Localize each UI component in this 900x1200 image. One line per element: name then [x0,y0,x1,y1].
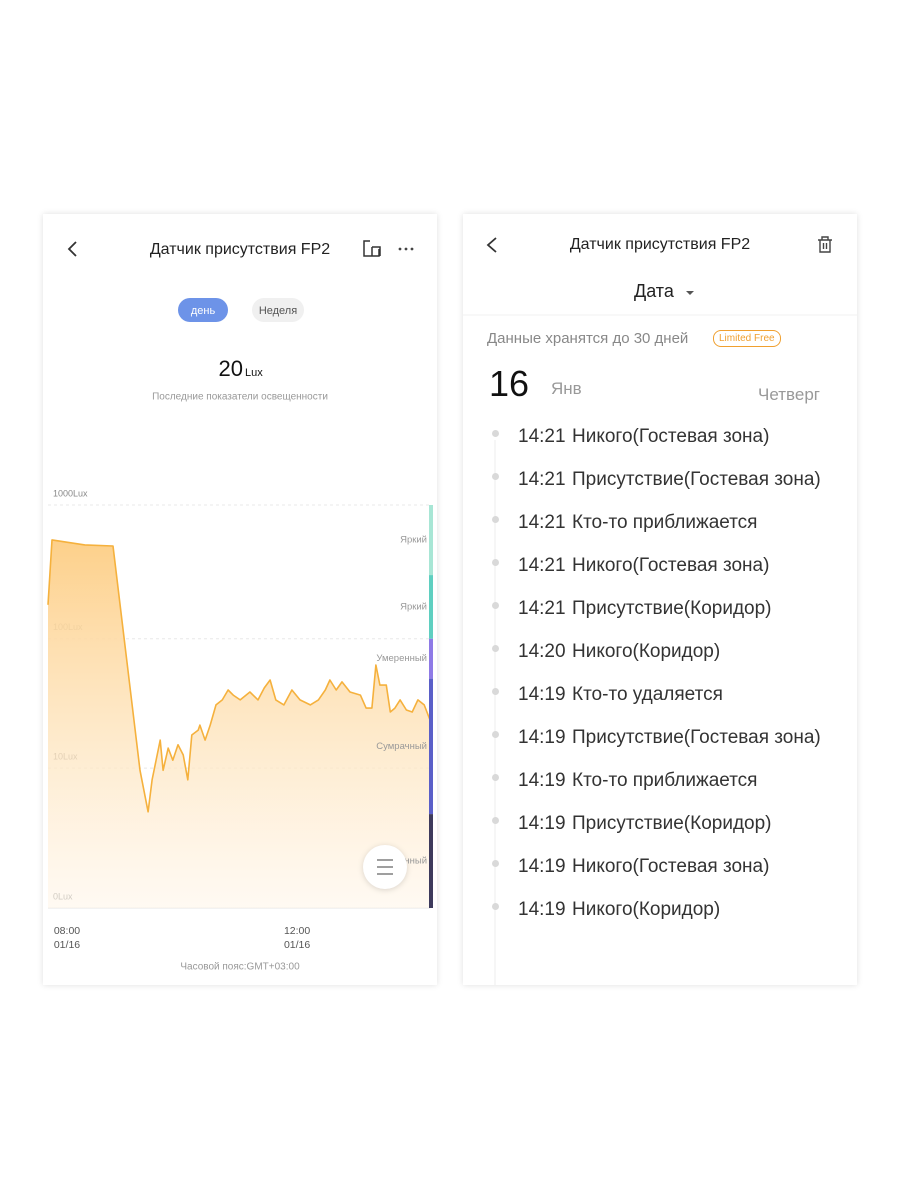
day: 16 [489,363,530,404]
level-label: Яркий [400,601,427,612]
level-band [429,638,433,679]
left-title: Датчик присутствия FP2 [150,241,330,258]
event-row: 14:19 Кто-то удаляется [487,682,847,708]
event-text: Кто-то приближается [572,512,758,533]
level-band [429,814,433,908]
badge: Limited Free [713,330,781,347]
x-tick-date: 01/16 [284,939,310,951]
event-row: 14:19 Кто-то приближается [487,768,847,794]
event-time: 14:21 [518,469,566,490]
event-text: Присутствие(Коридор) [572,813,772,834]
delete-button[interactable] [818,236,832,253]
current-value: 20 [219,356,243,381]
event-time: 14:19 [518,727,566,748]
back-button[interactable] [67,241,77,257]
level-band [429,678,433,815]
right-header-icons [463,236,857,985]
event-dot [492,602,499,609]
menu-button[interactable] [363,845,407,889]
event-row: 14:21 Никого(Гостевая зона) [487,553,847,579]
event-dot [492,688,499,695]
right-title: Датчик присутствия FP2 [569,236,751,253]
date-picker[interactable]: Дата [634,281,674,301]
dropdown-arrow [686,291,694,295]
level-band [429,505,433,576]
tab-label[interactable]: Неделя [259,305,297,317]
x-tick-date: 01/16 [54,939,80,951]
event-row: 14:21 Кто-то приближается [487,510,847,536]
event-row: 14:19 Никого(Гостевая зона) [487,854,847,880]
month: Янв [551,379,582,398]
event-text: Присутствие(Коридор) [572,598,772,619]
tab-label[interactable]: день [191,305,216,317]
event-dot [492,860,499,867]
event-list: 14:21 Никого(Гостевая зона) 14:21 Присутств… [487,424,847,940]
tab-day[interactable] [178,298,228,322]
x-tick-label: 12:00 [284,925,310,937]
chart: 1000Lux100Lux10Lux0LuxЯркийЯркийУмеренны… [47,488,433,951]
event-row: 14:20 Никого(Коридор) [487,639,847,665]
event-time: 14:19 [518,813,566,834]
event-dot [492,903,499,910]
tab-week[interactable] [252,298,304,322]
event-time: 14:21 [518,598,566,619]
more-button[interactable] [398,247,414,251]
event-dot [492,731,499,738]
caption: Последние показатели освещенности [152,392,328,403]
event-text: Никого(Гостевая зона) [572,426,770,447]
event-row: 14:19 Присутствие(Гостевая зона) [487,725,847,751]
event-dot [492,473,499,480]
current-unit: Lux [245,367,263,379]
event-row: 14:19 Никого(Коридор) [487,897,847,923]
event-time: 14:19 [518,684,566,705]
event-text: Присутствие(Гостевая зона) [572,469,821,490]
event-text: Никого(Коридор) [572,641,721,662]
event-row: 14:19 Присутствие(Коридор) [487,811,847,837]
area-fill [48,539,430,908]
event-time: 14:21 [518,555,566,576]
x-tick-label: 08:00 [54,925,80,937]
event-text: Присутствие(Гостевая зона) [572,727,821,748]
retention-note: Данные хранятся до 30 дней [487,330,689,347]
event-time: 14:19 [518,856,566,877]
event-text: Никого(Гостевая зона) [572,555,770,576]
event-text: Никого(Гостевая зона) [572,856,770,877]
event-text: Кто-то приближается [572,770,758,791]
event-row: 14:21 Присутствие(Коридор) [487,596,847,622]
event-dot [492,645,499,652]
export-button[interactable] [363,240,381,257]
timezone: Часовой пояс:GMT+03:00 [180,962,300,973]
event-text: Никого(Коридор) [572,899,721,920]
y-tick-label: 1000Lux [53,488,88,498]
right-card: Датчик присутствия FP2 Дата Данные храня… [463,214,857,985]
back-button[interactable] [486,237,497,253]
event-time: 14:19 [518,899,566,920]
level-label: Умеренный [376,653,427,664]
event-time: 14:20 [518,641,566,662]
event-row: 14:21 Никого(Гостевая зона) [487,424,847,450]
line [47,539,431,813]
level-label: Яркий [400,535,427,546]
event-time: 14:19 [518,770,566,791]
event-dot [492,559,499,566]
level-band [429,575,433,639]
weekday: Четверг [758,385,820,404]
level-label: Сумрачный [376,741,427,752]
event-dot [492,516,499,523]
event-text: Кто-то удаляется [572,684,723,705]
event-dot [492,817,499,824]
event-dot [492,430,499,437]
event-row: 14:21 Присутствие(Гостевая зона) [487,467,847,493]
event-time: 14:21 [518,512,566,533]
event-time: 14:21 [518,426,566,447]
event-dot [492,774,499,781]
